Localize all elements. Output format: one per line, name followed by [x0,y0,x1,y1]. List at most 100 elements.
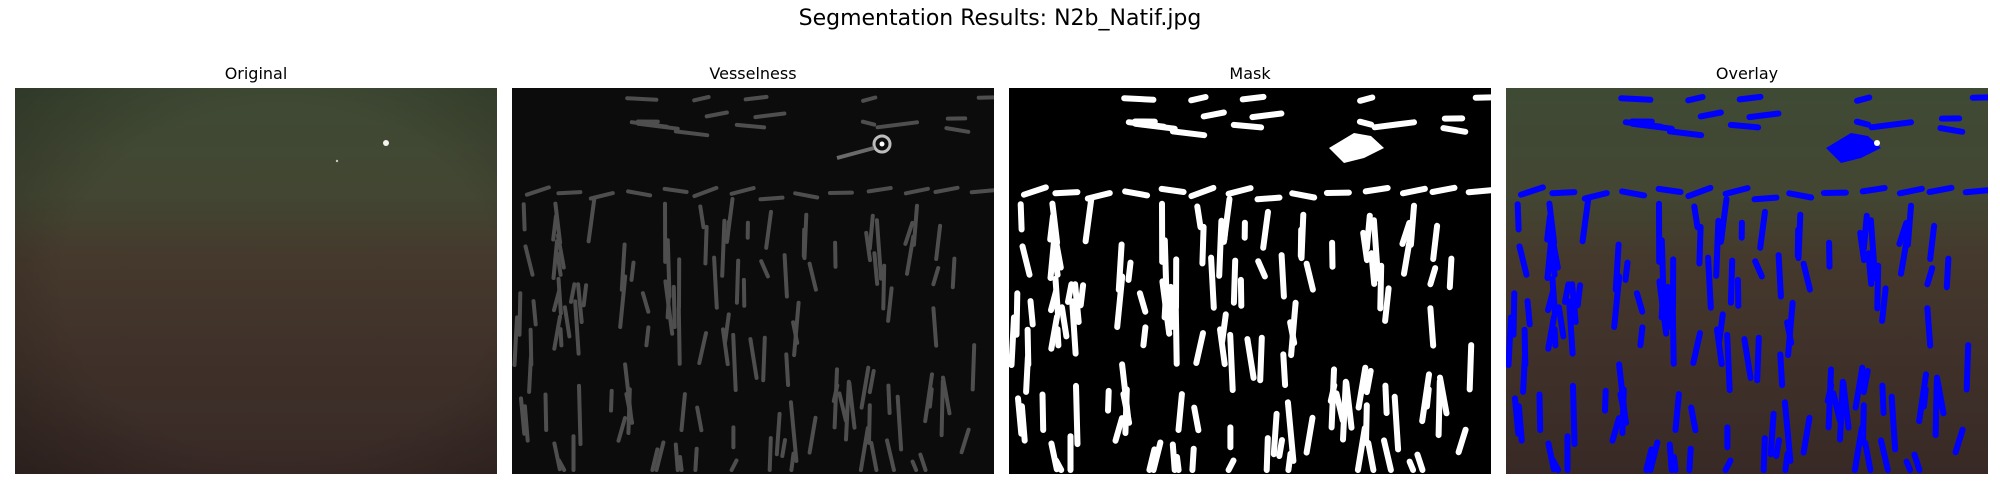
vessel-segment [569,282,577,304]
vessel-segment [1175,391,1185,433]
vessel-segment [944,126,971,134]
vessel-segment [556,190,583,196]
vessel-segment [1051,250,1061,278]
vessel-segment [551,214,558,242]
vessel-segment [1549,189,1578,197]
vesselness-image [512,88,994,474]
vessel-segment [1874,262,1882,312]
vessel-segment [1230,121,1265,131]
vessel-segment [663,279,675,336]
vessel-segment [793,191,820,200]
vessel-segment [1257,334,1265,384]
panel-title-vesselness: Vesselness [709,64,797,83]
vessel-segment [1406,458,1417,473]
vessel-segment [1105,387,1112,414]
vessel-segment [629,260,636,282]
vessel-segment [625,96,659,102]
vessel-segment [1851,425,1865,473]
vessel-segment [720,218,727,278]
vessel-segment [1249,110,1285,121]
vessel-segment [1566,298,1576,357]
vessel-segment [512,315,519,367]
vessel-segment [1727,257,1736,306]
vessel-segment [1455,426,1469,456]
vessel-segment [1140,324,1149,349]
vessel-segment [1911,451,1923,473]
vessel-segment [1172,305,1180,367]
vessel-segment [1125,259,1134,283]
vessel-segment [1284,399,1297,464]
vessel-segment [1303,260,1316,293]
vessel-segment [1399,185,1428,197]
vessel-segment [1544,238,1554,281]
vessel-segment [1047,238,1057,281]
vessel-segment [1362,185,1391,195]
vessel-segment [869,441,879,472]
vessel-segment [1656,278,1670,337]
vessel-segment [1655,185,1684,195]
vessel-segment [1643,446,1655,473]
vessel-segment [1208,254,1217,311]
vessel-segment [1430,222,1441,262]
vessel-segment [558,327,564,348]
vessel-segment [729,458,739,472]
vessel-segment [1188,94,1209,104]
vessel-segment [1943,255,1952,291]
vessel-segment [654,440,666,472]
vessel-segment [1270,410,1280,458]
vessel-segment [1952,426,1966,456]
vessel-segment [543,392,549,432]
vessel-segment [1169,128,1208,139]
vessel-segment [531,299,538,327]
vessel-segment [1619,188,1648,199]
vessel-segment [1647,439,1661,473]
vessel-segment [748,337,759,380]
vessel-segment [753,111,787,120]
vessel-segment [721,327,730,367]
vessel-segment [697,331,708,365]
original-image [15,88,497,474]
vessel-segment [1879,285,1889,324]
vessel-segment [555,233,566,270]
vessel-segment [1633,290,1646,315]
vessel-segment [1435,378,1443,439]
vessel-segment [1916,371,1929,425]
vessel-segment [1047,213,1056,243]
vessel-segment [1544,213,1553,243]
vessel-segment [1161,237,1170,300]
vessel-segment [903,220,915,246]
panel-title-original: Original [224,64,288,83]
vessel-segment [1867,217,1879,282]
vessel-segment [1132,120,1178,132]
vessel-segment [911,203,919,247]
vessel-segment [1752,258,1765,280]
vessel-segment [1051,232,1064,271]
vessel-segment [759,259,770,279]
vessel-segment [1506,314,1514,368]
vessel-segment [1429,184,1458,195]
vessel-segment [1853,118,1872,128]
vessel-segment [1685,184,1714,200]
panel-original: Original [15,62,497,474]
vessel-segment [1903,458,1914,473]
vessel-segment [970,343,977,392]
vessel-segment [1602,387,1609,414]
vessel-segment [1278,252,1287,300]
vessel-segment [1440,125,1469,135]
vessel-segment [1289,190,1318,201]
vessel-segment [858,426,870,472]
panel-title-overlay: Overlay [1715,64,1779,83]
vessel-segment [758,195,785,202]
vessel-segment [1618,95,1654,103]
vessel-segment [1112,415,1125,444]
vessel-segment [692,185,719,199]
vessel-segment [1370,217,1382,282]
vessel-segment [903,186,930,196]
vessel-segment [581,283,589,308]
vessel-segment [640,291,651,314]
vessel-segment [1381,437,1394,473]
vessel-segment [552,289,561,313]
vessel-segment [552,314,562,351]
vessel-segment [1053,457,1065,473]
vessel-segment [959,427,971,455]
